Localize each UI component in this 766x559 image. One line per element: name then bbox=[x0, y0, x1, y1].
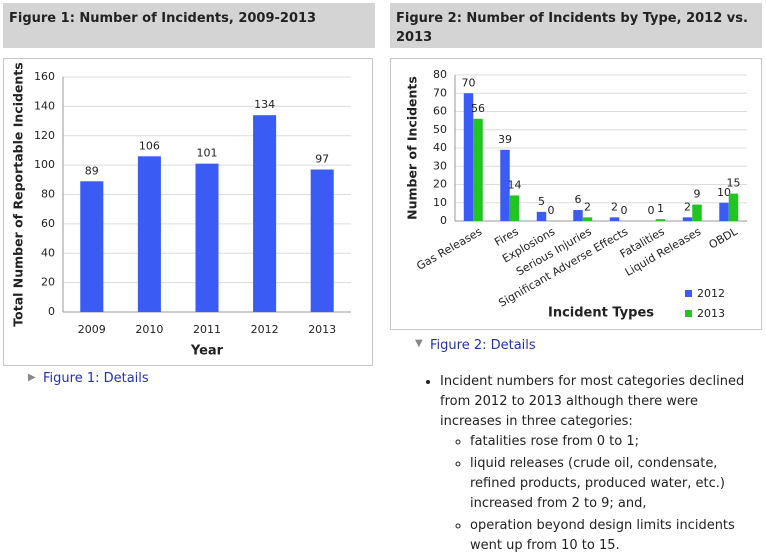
x-tick-label: 2009 bbox=[78, 323, 106, 336]
y-tick-label: 30 bbox=[433, 159, 447, 172]
x-axis-title: Year bbox=[190, 344, 224, 359]
y-tick-label: 20 bbox=[41, 276, 55, 289]
data-label: 134 bbox=[254, 98, 275, 111]
data-label: 56 bbox=[471, 102, 485, 115]
y-tick-label: 50 bbox=[433, 123, 447, 136]
bullet: Incident numbers for most categories dec… bbox=[440, 372, 760, 556]
y-tick-label: 40 bbox=[41, 246, 55, 259]
bar bbox=[719, 202, 729, 221]
data-label: 2 bbox=[684, 200, 691, 213]
y-tick-label: 140 bbox=[34, 99, 55, 112]
data-label: 1 bbox=[657, 202, 664, 215]
y-tick-label: 10 bbox=[433, 196, 447, 209]
x-tick-label: Gas Releases bbox=[414, 225, 484, 273]
x-tick-label: 2013 bbox=[308, 323, 336, 336]
sub-bullet: operation beyond design limits incidents… bbox=[470, 516, 760, 556]
data-label: 89 bbox=[85, 164, 99, 177]
bar bbox=[310, 169, 334, 312]
expand-icon[interactable]: ▼ bbox=[415, 338, 423, 349]
x-tick-label: 2011 bbox=[193, 323, 221, 336]
legend-swatch bbox=[685, 310, 692, 317]
data-label: 39 bbox=[498, 133, 512, 146]
y-tick-label: 160 bbox=[34, 70, 55, 83]
sub-bullet: liquid releases (crude oil, condensate, … bbox=[470, 454, 760, 514]
data-label: 6 bbox=[575, 193, 582, 206]
y-axis-title: Number of Incidents bbox=[405, 76, 420, 220]
bar bbox=[536, 211, 547, 221]
y-tick-label: 0 bbox=[440, 214, 447, 227]
figure-header: Figure 2: Number of Incidents by Type, 2… bbox=[390, 3, 762, 48]
sub-bullet: fatalities rose from 0 to 1; bbox=[470, 432, 760, 452]
summary: Incident numbers for most categories dec… bbox=[420, 372, 760, 558]
y-tick-label: 80 bbox=[41, 188, 55, 201]
bar bbox=[692, 204, 702, 221]
bar bbox=[682, 217, 693, 221]
y-tick-label: 40 bbox=[433, 141, 447, 154]
bar bbox=[500, 149, 510, 221]
data-label: 15 bbox=[726, 177, 740, 190]
y-axis-title: Total Number of Reportable Incidents bbox=[11, 62, 26, 326]
data-label: 9 bbox=[693, 188, 700, 201]
y-tick-label: 20 bbox=[433, 178, 447, 191]
bar bbox=[509, 195, 520, 221]
bar bbox=[80, 181, 104, 312]
data-label: 97 bbox=[315, 153, 329, 166]
bar bbox=[195, 163, 219, 312]
details-link[interactable]: Figure 2: Details bbox=[430, 338, 536, 353]
x-tick-label: 2010 bbox=[135, 323, 163, 336]
data-label: 0 bbox=[620, 204, 627, 217]
bar bbox=[573, 210, 583, 221]
legend-label: 2013 bbox=[697, 307, 725, 320]
y-tick-label: 100 bbox=[34, 158, 55, 171]
details-link[interactable]: Figure 1: Details bbox=[43, 371, 149, 386]
x-tick-label: 2012 bbox=[251, 323, 279, 336]
data-label: 101 bbox=[197, 147, 218, 160]
data-label: 0 bbox=[547, 204, 554, 217]
bar bbox=[463, 93, 474, 221]
bar bbox=[655, 219, 666, 221]
bar bbox=[473, 118, 483, 221]
bar bbox=[609, 217, 620, 221]
y-tick-label: 120 bbox=[34, 129, 55, 142]
bullet-text: Incident numbers for most categories dec… bbox=[440, 374, 745, 429]
bar bbox=[728, 193, 739, 221]
data-label: 10 bbox=[717, 186, 731, 199]
y-tick-label: 80 bbox=[433, 68, 447, 81]
y-tick-label: 70 bbox=[433, 86, 447, 99]
x-axis-title: Incident Types bbox=[548, 306, 654, 321]
data-label: 2 bbox=[611, 200, 618, 213]
figure-header: Figure 1: Number of Incidents, 2009-2013 bbox=[3, 3, 375, 48]
chart: 0 20 40 60 80 100 120 140 160 2009 89 2010 106 2011 10… bbox=[3, 58, 373, 366]
bar bbox=[582, 217, 593, 221]
legend-label: 2012 bbox=[697, 287, 725, 300]
data-label: 106 bbox=[139, 139, 160, 152]
data-label: 0 bbox=[648, 204, 655, 217]
y-tick-label: 60 bbox=[41, 217, 55, 230]
bar bbox=[137, 156, 161, 312]
y-tick-label: 0 bbox=[48, 305, 55, 318]
y-tick-label: 60 bbox=[433, 105, 447, 118]
bar bbox=[253, 115, 277, 312]
data-label: 5 bbox=[538, 195, 545, 208]
data-label: 14 bbox=[507, 178, 521, 191]
legend-swatch bbox=[685, 290, 692, 297]
data-label: 2 bbox=[584, 200, 591, 213]
data-label: 70 bbox=[462, 76, 476, 89]
expand-icon[interactable]: ▶ bbox=[28, 372, 36, 383]
x-tick-label: OBDL bbox=[707, 225, 741, 252]
